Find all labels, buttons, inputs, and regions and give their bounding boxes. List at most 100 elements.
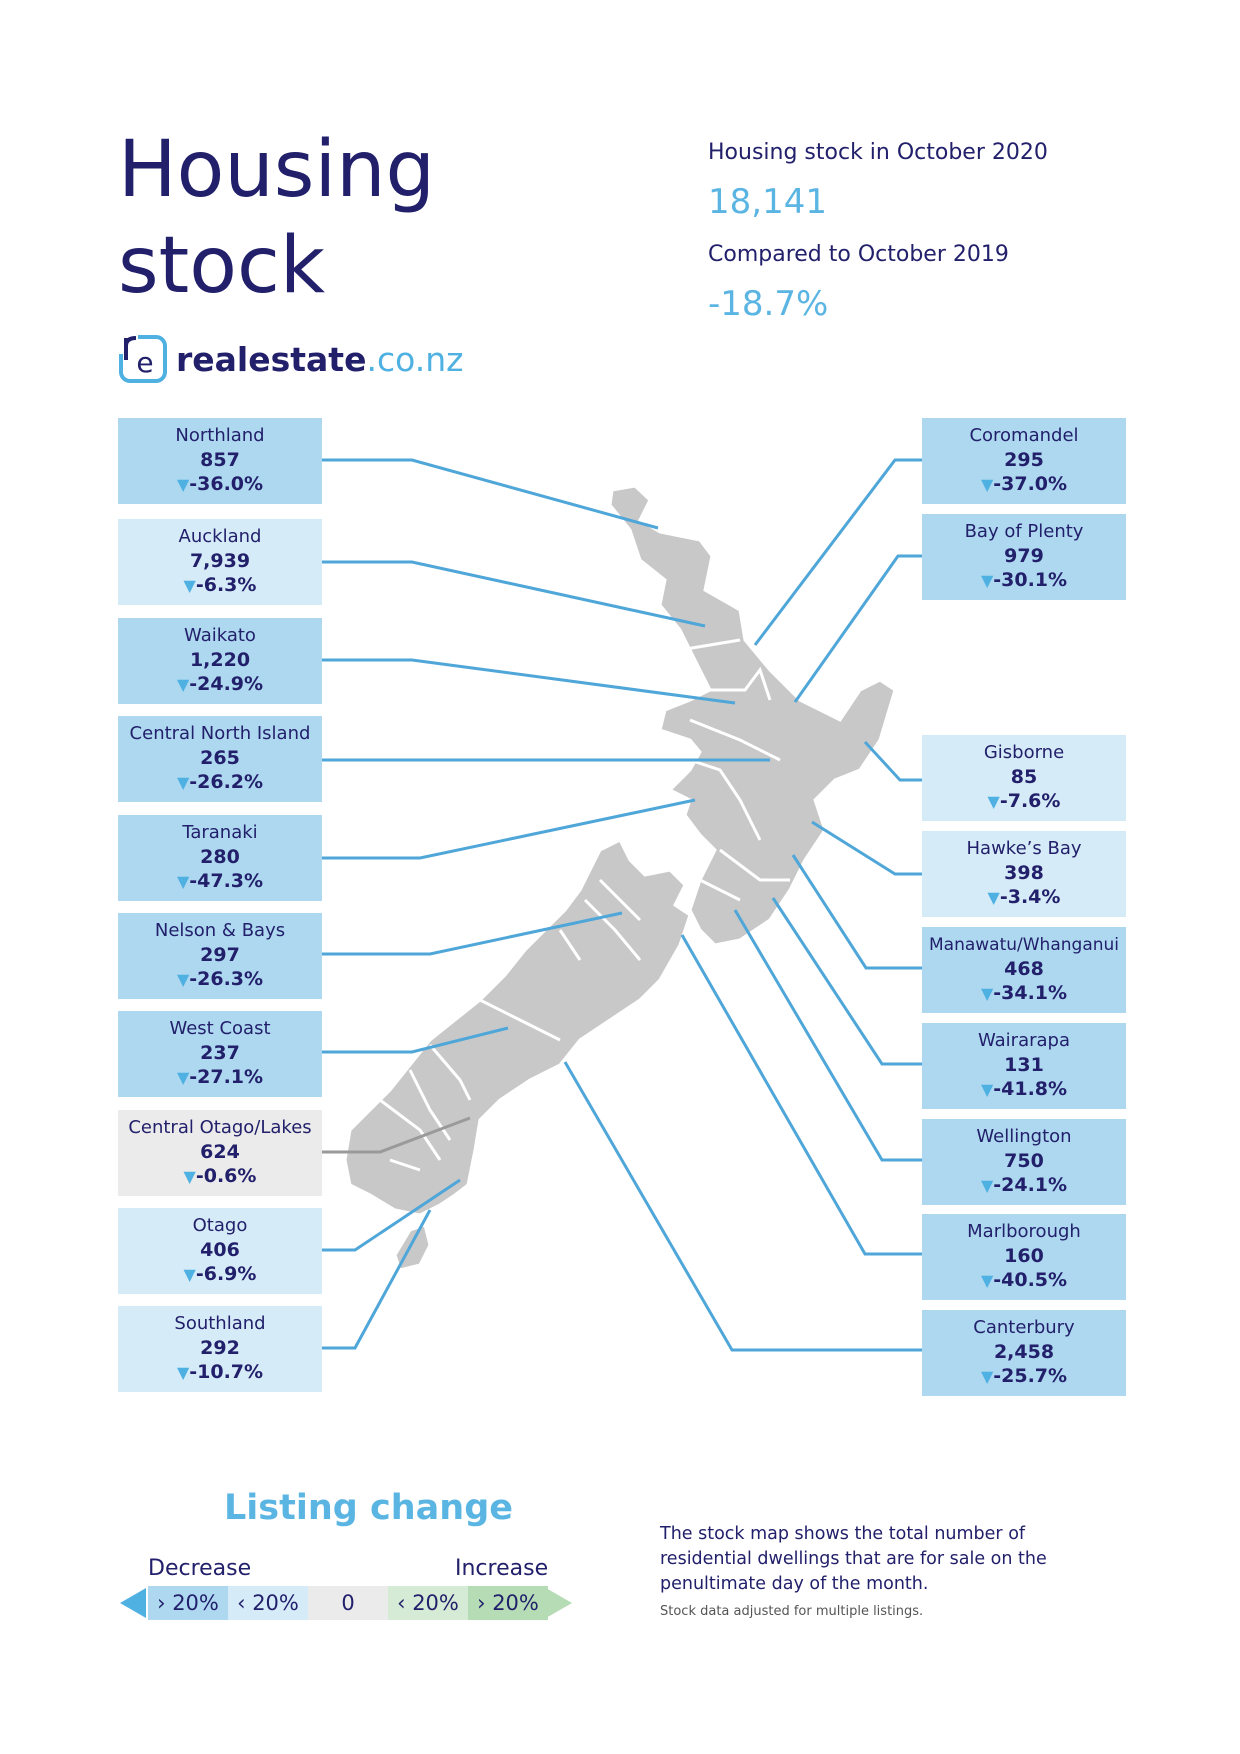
region-bay-of-plenty: Bay of Plenty 979 ▼-30.1% (922, 514, 1126, 600)
region-wellington: Wellington 750 ▼-24.1% (922, 1119, 1126, 1205)
region-change: -7.6% (999, 790, 1061, 812)
region-name: Manawatu/Whanganui (928, 935, 1120, 955)
region-name: Gisborne (983, 742, 1065, 763)
region-count: 1,220 (189, 649, 251, 671)
region-auckland: Auckland 7,939 ▼-6.3% (118, 519, 322, 605)
down-arrow-icon: ▼ (176, 675, 190, 694)
down-arrow-icon: ▼ (980, 1176, 994, 1195)
region-change: -27.1% (189, 1066, 264, 1088)
region-northland: Northland 857 ▼-36.0% (118, 418, 322, 504)
region-central-north-island: Central North Island 265 ▼-26.2% (118, 716, 322, 802)
region-count: 979 (1004, 545, 1044, 567)
region-southland: Southland 292 ▼-10.7% (118, 1306, 322, 1392)
region-change: -24.1% (993, 1174, 1068, 1196)
region-count: 160 (1004, 1245, 1044, 1267)
region-change: -6.9% (195, 1263, 257, 1285)
south-region-lines (379, 878, 642, 1172)
region-taranaki: Taranaki 280 ▼-47.3% (118, 815, 322, 901)
legend-title: Listing change (224, 1488, 514, 1528)
title-line-1: Housing (118, 125, 436, 215)
region-name: Northland (175, 425, 265, 446)
logo-wordmark: realestate.co.nz (176, 340, 463, 379)
region-name: Central Otago/Lakes (128, 1117, 312, 1138)
region-nelson-bays: Nelson & Bays 297 ▼-26.3% (118, 913, 322, 999)
region-name: Otago (192, 1215, 248, 1236)
down-arrow-icon: ▼ (980, 475, 994, 494)
region-name: Canterbury (973, 1317, 1075, 1338)
region-count: 85 (1010, 766, 1038, 788)
region-otago: Otago 406 ▼-6.9% (118, 1208, 322, 1294)
region-name: Taranaki (182, 822, 258, 843)
stock-value: 18,141 (708, 182, 827, 222)
legend-segment-dark-green: › 20% (468, 1586, 548, 1620)
south-island-shape (343, 837, 692, 1217)
region-name: Coromandel (969, 425, 1079, 446)
region-name: West Coast (169, 1018, 271, 1039)
region-change: -34.1% (993, 982, 1068, 1004)
region-change: -40.5% (993, 1269, 1068, 1291)
down-arrow-icon: ▼ (176, 970, 190, 989)
region-wairarapa: Wairarapa 131 ▼-41.8% (922, 1023, 1126, 1109)
region-change: -10.7% (189, 1361, 264, 1383)
legend-segment-grey: 0 (308, 1586, 388, 1620)
map-description: The stock map shows the total number of … (660, 1524, 1047, 1594)
region-change: -0.6% (195, 1165, 257, 1187)
region-count: 468 (1004, 958, 1044, 980)
region-count: 398 (1004, 862, 1044, 884)
down-arrow-icon: ▼ (980, 571, 994, 590)
region-west-coast: West Coast 237 ▼-27.1% (118, 1011, 322, 1097)
region-count: 2,458 (993, 1341, 1055, 1363)
region-manawatu-whanganui: Manawatu/Whanganui 468 ▼-34.1% (922, 927, 1126, 1013)
legend-segment-dark-blue: › 20% (148, 1586, 228, 1620)
region-name: Wairarapa (978, 1030, 1070, 1051)
region-name: Marlborough (967, 1221, 1081, 1242)
down-arrow-icon: ▼ (980, 1271, 994, 1290)
region-name: Nelson & Bays (154, 920, 286, 941)
down-arrow-icon: ▼ (980, 984, 994, 1003)
region-marlborough: Marlborough 160 ▼-40.5% (922, 1214, 1126, 1300)
stock-label: Housing stock in October 2020 (708, 140, 1048, 165)
page-title: Housing stock (118, 122, 538, 314)
down-arrow-icon: ▼ (980, 1080, 994, 1099)
region-change: -41.8% (993, 1078, 1068, 1100)
region-name: Wellington (976, 1126, 1072, 1147)
region-name: Southland (174, 1313, 266, 1334)
down-arrow-icon: ▼ (987, 888, 1000, 907)
region-change: -30.1% (993, 569, 1068, 591)
brand-logo: e realestate.co.nz (118, 330, 463, 390)
title-line-2: stock (118, 221, 325, 311)
region-change: -47.3% (189, 870, 264, 892)
region-count: 131 (1004, 1054, 1044, 1076)
compare-value: -18.7% (708, 284, 829, 324)
region-name: Hawke’s Bay (966, 838, 1082, 859)
compare-label: Compared to October 2019 (708, 242, 1009, 267)
legend-increase-label: Increase (455, 1556, 549, 1581)
region-change: -26.2% (189, 771, 264, 793)
region-name: Central North Island (129, 723, 311, 744)
down-arrow-icon: ▼ (183, 576, 196, 595)
legend-decrease-label: Decrease (148, 1556, 252, 1581)
region-count: 624 (200, 1141, 240, 1163)
region-count: 295 (1004, 449, 1044, 471)
region-central-otago-lakes: Central Otago/Lakes 624 ▼-0.6% (118, 1110, 322, 1196)
region-change: -24.9% (189, 673, 264, 695)
region-coromandel: Coromandel 295 ▼-37.0% (922, 418, 1126, 504)
leader-lines (322, 458, 922, 1352)
region-change: -26.3% (189, 968, 264, 990)
region-count: 750 (1004, 1150, 1044, 1172)
down-arrow-icon: ▼ (176, 773, 190, 792)
region-count: 237 (200, 1042, 240, 1064)
down-arrow-icon: ▼ (176, 1363, 190, 1382)
region-change: -25.7% (993, 1365, 1068, 1387)
region-count: 292 (200, 1337, 240, 1359)
arrow-right-icon (546, 1588, 572, 1618)
north-region-lines (679, 638, 790, 902)
region-count: 406 (200, 1239, 240, 1261)
data-footnote: Stock data adjusted for multiple listing… (660, 1604, 924, 1619)
region-gisborne: Gisborne 85 ▼-7.6% (922, 735, 1126, 821)
region-hawkes-bay: Hawke’s Bay 398 ▼-3.4% (922, 831, 1126, 917)
arrow-left-icon (120, 1588, 146, 1618)
region-count: 280 (200, 846, 240, 868)
region-count: 7,939 (189, 550, 251, 572)
region-name: Waikato (184, 625, 256, 646)
